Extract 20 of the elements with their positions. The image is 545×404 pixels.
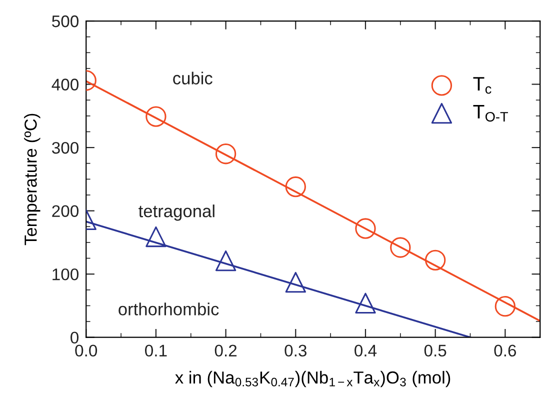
x-tick-label: 0.4 [354,344,377,357]
legend-label: T$_{O‐T}$ [473,104,508,122]
text: x in (Na$_{0.53}$K$_{0.47}$)(Nb$_{1−x}$Ta$_{x}$)O$_{3}$ (mol) [175,370,450,388]
x-tick-label: 0.3 [284,344,306,357]
x-tick-label: 0.1 [145,344,167,357]
x-tick-label: 0.2 [214,344,237,357]
legend-label: T$_{c}$ [473,77,492,94]
y-tick-label: 400 [52,78,79,90]
y-tick-label: 100 [52,268,79,280]
x-tick-label: 0.5 [424,344,446,357]
y-axis-title: Temperature (ºC) [24,114,40,246]
x-tick-label: 0.0 [75,344,98,357]
annotation: cubic [173,72,212,84]
y-tick-label: 0 [70,332,79,344]
y-tick-label: 200 [52,205,79,218]
annotation: tetragonal [138,204,214,221]
y-tick-label: 300 [52,142,79,154]
annotation: orthorhombic [118,302,219,316]
y-tick-label: 500 [52,15,79,28]
x-tick-label: 0.6 [494,344,516,357]
